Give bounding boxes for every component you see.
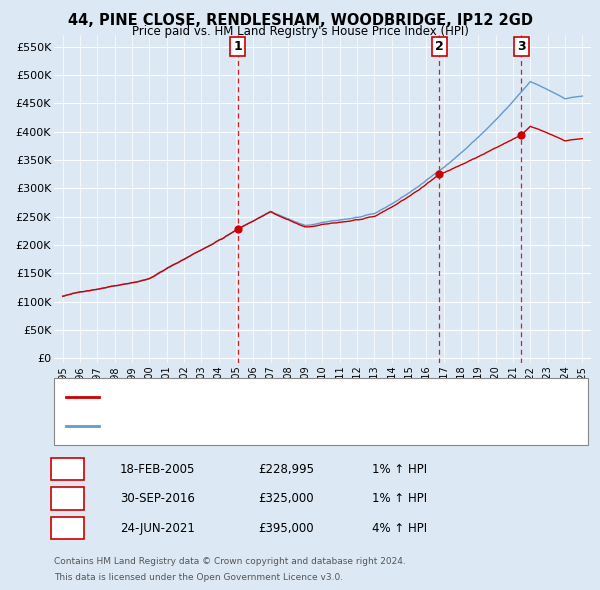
Text: 2: 2: [63, 492, 72, 505]
Text: £325,000: £325,000: [258, 492, 314, 505]
Text: 4% ↑ HPI: 4% ↑ HPI: [372, 522, 427, 535]
Text: 24-JUN-2021: 24-JUN-2021: [120, 522, 195, 535]
Text: 2: 2: [435, 40, 444, 53]
Text: HPI: Average price, detached house, East Suffolk: HPI: Average price, detached house, East…: [108, 421, 363, 431]
Text: 30-SEP-2016: 30-SEP-2016: [120, 492, 195, 505]
Point: [233, 224, 243, 233]
Text: Price paid vs. HM Land Registry's House Price Index (HPI): Price paid vs. HM Land Registry's House …: [131, 25, 469, 38]
Text: Contains HM Land Registry data © Crown copyright and database right 2024.: Contains HM Land Registry data © Crown c…: [54, 557, 406, 566]
Text: 1% ↑ HPI: 1% ↑ HPI: [372, 463, 427, 476]
Text: 1% ↑ HPI: 1% ↑ HPI: [372, 492, 427, 505]
Text: 18-FEB-2005: 18-FEB-2005: [120, 463, 196, 476]
Text: £395,000: £395,000: [258, 522, 314, 535]
Text: 44, PINE CLOSE, RENDLESHAM, WOODBRIDGE, IP12 2GD (detached house): 44, PINE CLOSE, RENDLESHAM, WOODBRIDGE, …: [108, 392, 499, 402]
Text: 1: 1: [63, 463, 72, 476]
Text: 3: 3: [517, 40, 526, 53]
Text: This data is licensed under the Open Government Licence v3.0.: This data is licensed under the Open Gov…: [54, 572, 343, 582]
Text: 44, PINE CLOSE, RENDLESHAM, WOODBRIDGE, IP12 2GD: 44, PINE CLOSE, RENDLESHAM, WOODBRIDGE, …: [67, 13, 533, 28]
Text: £228,995: £228,995: [258, 463, 314, 476]
Point: [434, 169, 444, 179]
Text: 3: 3: [63, 522, 72, 535]
Point: [517, 130, 526, 139]
Text: 1: 1: [233, 40, 242, 53]
